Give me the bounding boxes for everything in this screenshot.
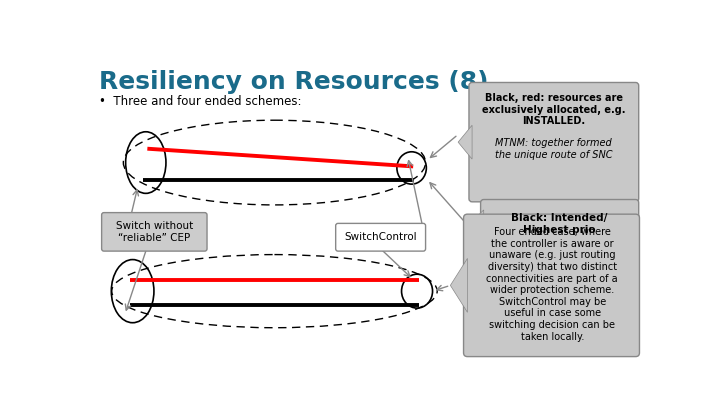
FancyBboxPatch shape bbox=[336, 224, 426, 251]
Text: Black, red: resources are
exclusively allocated, e.g.
INSTALLED.: Black, red: resources are exclusively al… bbox=[482, 93, 626, 126]
Text: •  Three and four ended schemes:: • Three and four ended schemes: bbox=[99, 95, 302, 108]
FancyBboxPatch shape bbox=[469, 83, 639, 202]
Polygon shape bbox=[469, 210, 484, 238]
Text: SwitchControl: SwitchControl bbox=[344, 232, 417, 242]
Text: Four ended case, where
the controller is aware or
unaware (e.g. just routing
div: Four ended case, where the controller is… bbox=[487, 227, 618, 342]
FancyBboxPatch shape bbox=[102, 213, 207, 251]
Polygon shape bbox=[451, 258, 467, 312]
Text: MTNM: together formed
the unique route of SNC: MTNM: together formed the unique route o… bbox=[495, 138, 613, 160]
FancyBboxPatch shape bbox=[464, 214, 639, 356]
Polygon shape bbox=[458, 125, 472, 159]
Text: Resiliency on Resources (8): Resiliency on Resources (8) bbox=[99, 70, 489, 94]
Text: Switch without
“reliable” CEP: Switch without “reliable” CEP bbox=[116, 221, 193, 243]
FancyBboxPatch shape bbox=[481, 200, 639, 248]
Text: ONF: ONF bbox=[606, 337, 639, 351]
Text: Black: Intended/
Highest prio: Black: Intended/ Highest prio bbox=[511, 213, 608, 234]
